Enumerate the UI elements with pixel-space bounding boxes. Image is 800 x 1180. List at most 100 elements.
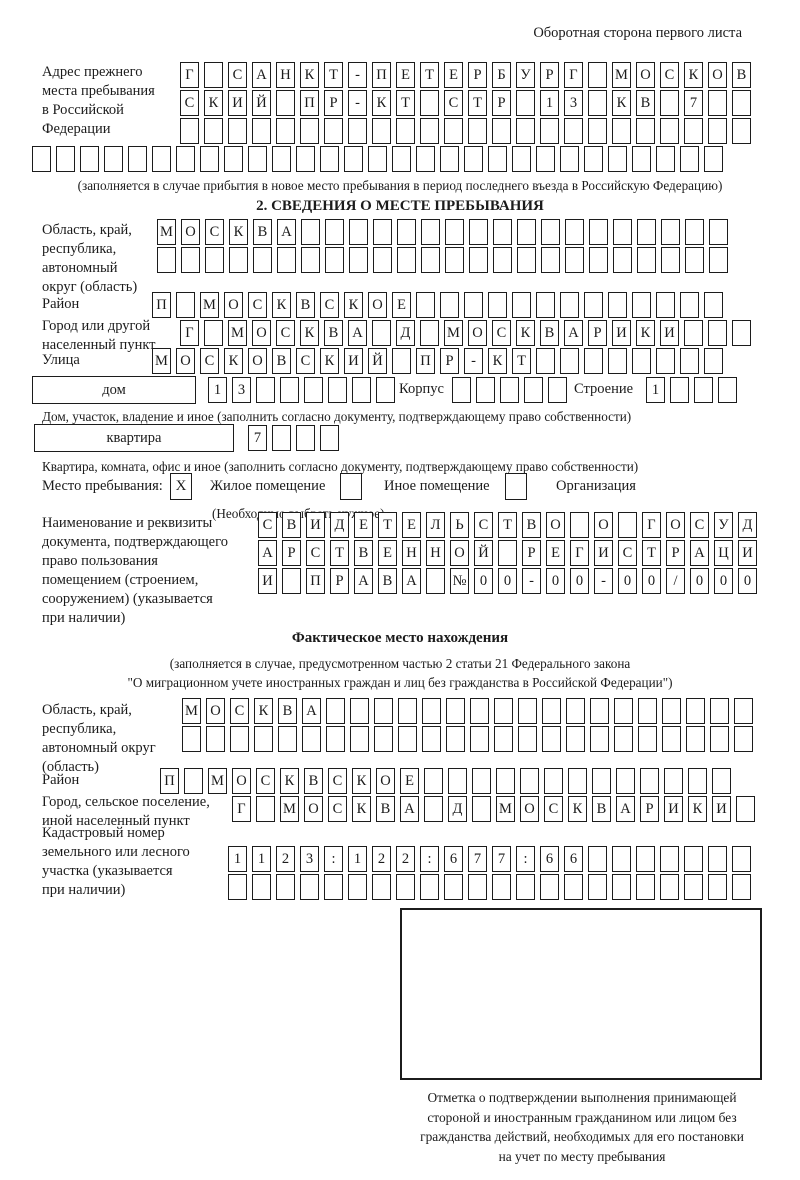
kadastr-row-2: [228, 874, 751, 900]
char-box: А: [277, 219, 296, 245]
char-box: [560, 348, 579, 374]
char-box: [608, 292, 627, 318]
char-box: О: [368, 292, 387, 318]
char-box: [372, 874, 391, 900]
char-box: [325, 247, 344, 273]
char-box: [272, 146, 291, 172]
char-box: [421, 219, 440, 245]
char-box: 1: [348, 846, 367, 872]
dom-note: Дом, участок, владение и иное (заполнить…: [42, 409, 632, 424]
char-box: [636, 874, 655, 900]
char-box: П: [300, 90, 319, 116]
char-box: 6: [540, 846, 559, 872]
char-box: Г: [642, 512, 661, 538]
char-box: С: [276, 320, 295, 346]
char-box: Р: [640, 796, 659, 822]
char-box: С: [256, 768, 275, 794]
kvartira-label-box: квартира: [34, 424, 234, 452]
char-box: [256, 377, 275, 403]
kvartira-note: Квартира, комната, офис и иное (заполнит…: [42, 459, 639, 474]
option-inoe-label: Иное помещение: [384, 478, 490, 494]
char-box: 7: [492, 846, 511, 872]
char-box: [536, 292, 555, 318]
char-box: [416, 146, 435, 172]
char-box: [660, 90, 679, 116]
char-box: [422, 726, 441, 752]
document-row-3: И П Р А В А № 0 0-0 0-0 0/0 0 0: [258, 568, 757, 594]
char-box: [252, 874, 271, 900]
char-box: [350, 698, 369, 724]
char-box: [228, 874, 247, 900]
char-box: Р: [468, 62, 487, 88]
char-box: А: [400, 796, 419, 822]
char-box: Е: [400, 768, 419, 794]
actual-location-note-2: "О миграционном учете иностранных гражда…: [127, 675, 673, 690]
char-box: :: [516, 846, 535, 872]
char-box: [732, 90, 751, 116]
prev-address-note: (заполняется в случае прибытия в новое м…: [77, 178, 723, 193]
char-box: Р: [588, 320, 607, 346]
char-box: [440, 146, 459, 172]
char-box: [452, 377, 471, 403]
char-box: [372, 118, 391, 144]
dom-label-box: дом: [32, 376, 196, 404]
korpus-row: [452, 377, 567, 403]
char-box: [420, 320, 439, 346]
char-box: [469, 219, 488, 245]
char-box: [541, 247, 560, 273]
char-box: [349, 219, 368, 245]
char-box: И: [344, 348, 363, 374]
char-box: М: [228, 320, 247, 346]
char-box: [444, 874, 463, 900]
char-box: [446, 698, 465, 724]
char-box: [656, 292, 675, 318]
char-box: [685, 219, 704, 245]
char-box: [301, 219, 320, 245]
char-box: [320, 425, 339, 451]
char-box: [632, 146, 651, 172]
char-box: К: [684, 62, 703, 88]
char-box: Й: [368, 348, 387, 374]
char-box: [496, 768, 515, 794]
char-box: [349, 247, 368, 273]
char-box: С: [320, 292, 339, 318]
char-box: [276, 90, 295, 116]
char-box: [328, 377, 347, 403]
char-box: -: [348, 62, 367, 88]
char-box: [565, 247, 584, 273]
char-box: [300, 874, 319, 900]
char-box: [632, 348, 651, 374]
char-box: [636, 846, 655, 872]
char-box: [320, 146, 339, 172]
char-box: [680, 146, 699, 172]
char-box: С: [660, 62, 679, 88]
oblast-row-2: [157, 247, 728, 273]
char-box: [80, 146, 99, 172]
char-box: [662, 698, 681, 724]
char-box: О: [708, 62, 727, 88]
char-box: [661, 247, 680, 273]
char-box: [614, 726, 633, 752]
char-box: [440, 292, 459, 318]
char-box: 1: [540, 90, 559, 116]
char-box: [392, 348, 411, 374]
char-box: Д: [396, 320, 415, 346]
char-box: [664, 768, 683, 794]
stroenie-label: Строение: [574, 381, 634, 397]
char-box: [638, 698, 657, 724]
stamp-caption: Отметка о подтверждении выполнения прини…: [420, 1090, 744, 1164]
char-box: [685, 247, 704, 273]
char-box: В: [282, 512, 301, 538]
char-box: [56, 146, 75, 172]
char-box: [301, 247, 320, 273]
char-box: [710, 726, 729, 752]
char-box: К: [280, 768, 299, 794]
char-box: [420, 118, 439, 144]
char-box: А: [564, 320, 583, 346]
actual-location-note-1: (заполняется в случае, предусмотренном ч…: [169, 656, 631, 671]
char-box: [560, 146, 579, 172]
